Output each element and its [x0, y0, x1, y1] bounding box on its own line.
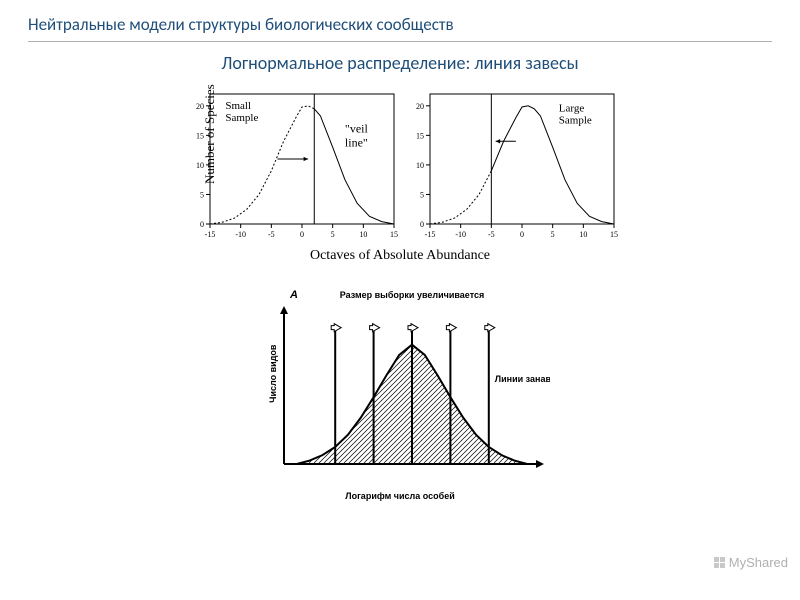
svg-text:0: 0 — [300, 230, 304, 239]
watermark-text: MyShared — [729, 555, 788, 570]
svg-text:"veil: "veil — [345, 121, 369, 135]
svg-text:10: 10 — [416, 161, 424, 170]
svg-text:Размер выборки увеличивается: Размер выборки увеличивается — [340, 290, 485, 300]
svg-text:Линии занавеса: Линии занавеса — [495, 374, 550, 384]
svg-text:-5: -5 — [488, 230, 495, 239]
top-charts-row: Number of Species -15 -10 -5 0 5 10 15 0 5 10 15 20… — [0, 86, 800, 246]
svg-text:line": line" — [345, 135, 368, 149]
chart-small-sample: Number of Species -15-10-505101505101520… — [180, 86, 400, 246]
svg-text:-10: -10 — [235, 230, 246, 239]
page-header: Нейтральные модели структуры биологическ… — [0, 0, 800, 39]
svg-text:10: 10 — [359, 230, 367, 239]
bottom-x-axis-label: Логарифм числа особей — [250, 491, 550, 501]
svg-text:20: 20 — [416, 102, 424, 111]
chart-veil-lines: Число видов А Размер выборки увеличиваетс… — [250, 282, 550, 482]
svg-text:-10: -10 — [455, 230, 466, 239]
svg-text:-15: -15 — [425, 230, 436, 239]
svg-text:-5: -5 — [268, 230, 275, 239]
svg-text:10: 10 — [579, 230, 587, 239]
svg-text:0: 0 — [420, 220, 424, 229]
svg-text:А: А — [289, 289, 298, 301]
svg-text:5: 5 — [331, 230, 335, 239]
svg-text:0: 0 — [200, 220, 204, 229]
svg-text:15: 15 — [390, 230, 398, 239]
svg-text:5: 5 — [420, 190, 424, 199]
svg-text:Small: Small — [225, 100, 251, 112]
svg-text:15: 15 — [610, 230, 618, 239]
x-axis-label: Octaves of Absolute Abundance — [0, 248, 800, 264]
svg-text:Sample: Sample — [225, 112, 258, 124]
watermark-icon — [714, 557, 725, 568]
svg-text:15: 15 — [416, 131, 424, 140]
svg-text:0: 0 — [520, 230, 524, 239]
bottom-chart-wrap: Число видов А Размер выборки увеличиваетс… — [0, 282, 800, 482]
svg-text:Sample: Sample — [559, 115, 592, 127]
svg-text:5: 5 — [551, 230, 555, 239]
svg-text:Large: Large — [559, 103, 585, 115]
watermark: MyShared — [714, 555, 788, 570]
chart-large-sample: -15 -10 -5 0 5 10 15 0 5 10 15 20 LargeSample — [400, 86, 620, 246]
svg-text:5: 5 — [200, 190, 204, 199]
y-axis-label: Number of Species — [202, 84, 218, 184]
page-subtitle: Логнормальное распределение: линия завес… — [0, 52, 800, 74]
header-rule — [28, 41, 772, 42]
bottom-y-axis-label: Число видов — [268, 345, 278, 403]
svg-text:-15: -15 — [205, 230, 216, 239]
